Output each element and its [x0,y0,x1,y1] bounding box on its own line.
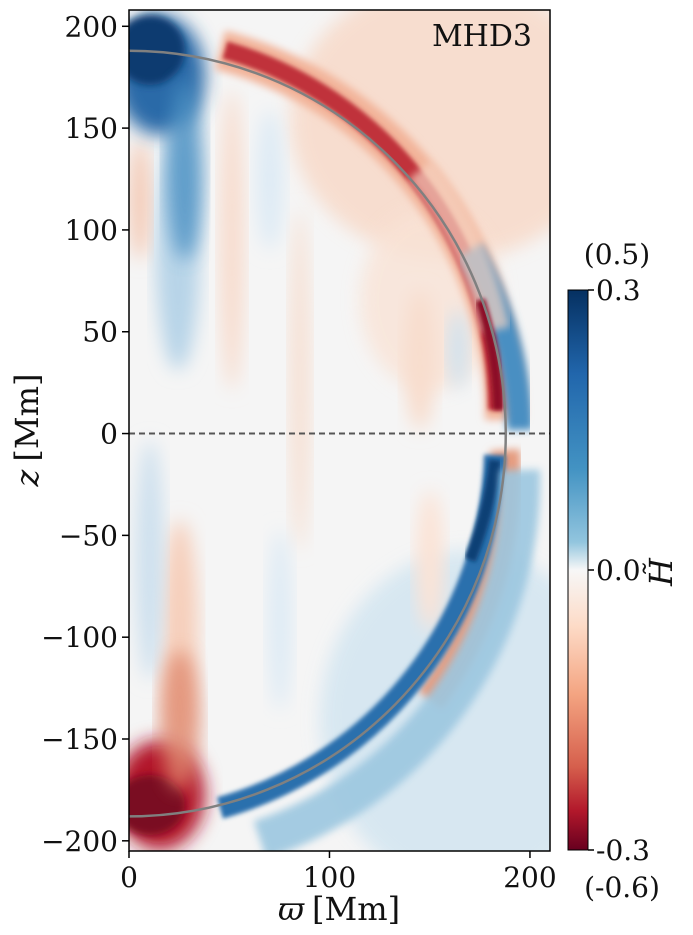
colorbar-bottom-note: (-0.6) [584,871,660,904]
x-tick-label: 200 [503,861,556,894]
y-tick-label: 100 [65,214,118,247]
x-tick-label: 0 [120,861,138,894]
y-tick-label: 50 [82,316,118,349]
colorbar [567,289,589,851]
y-axis-ticks: 200 150 100 50 0 −50 −100 −150 −200 [41,10,129,858]
plot-frame [128,9,551,852]
y-tick-label: 150 [65,112,118,145]
y-tick-label: 200 [65,10,118,43]
y-tick-label: −50 [59,519,118,552]
colorbar-label: H̃ [642,557,680,587]
colorbar-ticks: 0.3 0.0 -0.3 [588,274,650,867]
y-axis-label: z[Mm] [8,374,46,488]
colorbar-top-note: (0.5) [584,238,650,271]
x-axis-label: ϖ [Mm] [278,890,400,928]
y-tick-label: 0 [100,418,118,451]
panel-annotation: MHD3 [432,19,532,54]
colorbar-tick-label: -0.3 [596,834,650,867]
y-tick-label: −150 [41,723,118,756]
colorbar-tick-label: 0.0 [596,554,641,587]
colorbar-tick-label: 0.3 [596,274,641,307]
y-tick-label: −100 [41,621,118,654]
x-axis-ticks: 0 100 200 [120,851,557,894]
heatmap-field [129,10,550,851]
x-tick-label: 100 [303,861,356,894]
sphere-boundary [129,49,508,818]
y-tick-label: −200 [41,825,118,858]
